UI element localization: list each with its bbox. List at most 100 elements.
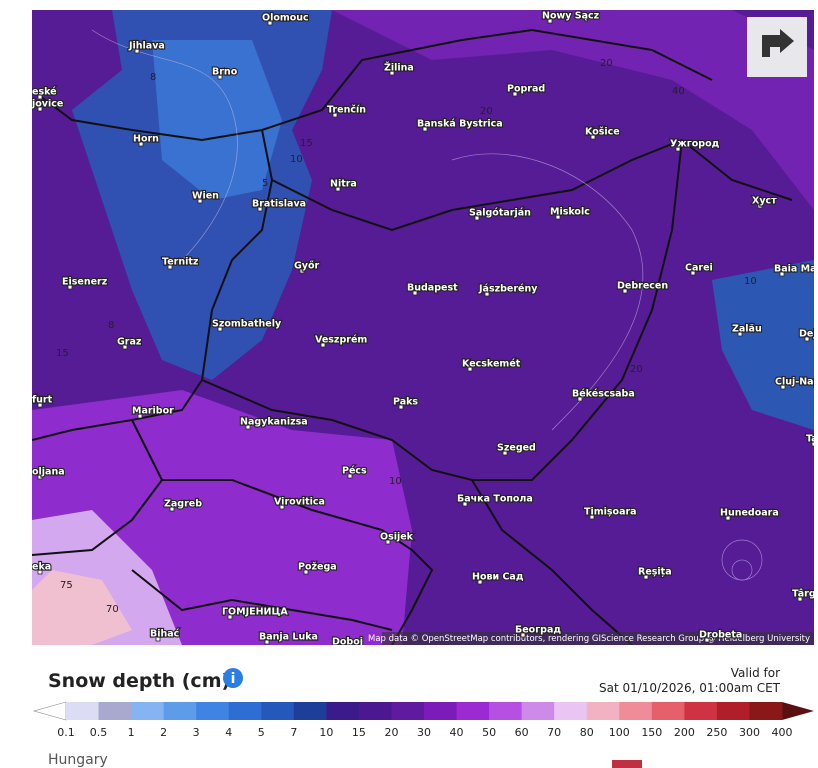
city-marker (167, 264, 173, 270)
colorbar-label: 15 (352, 726, 366, 739)
colorbar-over (782, 702, 814, 720)
city-label: Carei (685, 262, 713, 273)
city-label: Bratislava (252, 198, 306, 209)
city-marker (484, 291, 490, 297)
colorbar-swatch (716, 702, 750, 720)
city-label: oljana (32, 466, 65, 477)
colorbar-swatch (586, 702, 620, 720)
city-label: Ta (806, 433, 814, 444)
city-marker (122, 344, 128, 350)
snow-blue-area (152, 40, 282, 200)
colorbar-label: 10 (319, 726, 333, 739)
city-marker (737, 331, 743, 337)
info-button[interactable] (223, 668, 243, 688)
city-marker (780, 384, 786, 390)
colorbar-swatch (684, 702, 718, 720)
colorbar-swatch (749, 702, 783, 720)
contour-label: 20 (600, 58, 613, 69)
colorbar-swatch (554, 702, 588, 720)
contour-label: 40 (672, 86, 685, 97)
city-label: Szombathely (212, 318, 282, 329)
colorbar-swatch (456, 702, 490, 720)
city-marker (590, 134, 596, 140)
city-label: Brno (212, 66, 238, 77)
city-label: eské (32, 86, 57, 97)
contour-label: 10 (290, 154, 303, 165)
legend: Snow depth (cm) i Valid for Sat 01/10/20… (32, 666, 814, 768)
city-marker (37, 402, 43, 408)
colorbar-label: 1 (128, 726, 135, 739)
colorbar-swatch (261, 702, 295, 720)
city-marker (422, 126, 428, 132)
city-marker (577, 396, 583, 402)
city-label: Drobeta (699, 629, 742, 640)
colorbar-swatch (228, 702, 262, 720)
contour-label: 20 (480, 106, 493, 117)
city-marker (555, 214, 561, 220)
colorbar-label: 3 (193, 726, 200, 739)
city-label: Timișoara (584, 506, 637, 517)
colorbar-label: 300 (739, 726, 760, 739)
colorbar-label: 20 (384, 726, 398, 739)
city-label: Nitra (330, 178, 357, 189)
map: Map data © OpenStreetMap contributors, r… (32, 10, 814, 645)
city-label: Horn (133, 133, 159, 144)
colorbar-label: 70 (547, 726, 561, 739)
city-label: Košice (585, 126, 620, 137)
city-marker (347, 473, 353, 479)
city-marker (37, 94, 43, 100)
colorbar-label: 200 (674, 726, 695, 739)
contour-label: 15 (300, 138, 313, 149)
city-marker (320, 342, 326, 348)
city-label: Zagreb (164, 498, 202, 509)
flag-icon (612, 760, 642, 768)
city-marker (299, 268, 305, 274)
city-marker (197, 198, 203, 204)
city-marker (512, 91, 518, 97)
city-marker (690, 270, 696, 276)
city-marker (398, 404, 404, 410)
city-marker (138, 141, 144, 147)
city-marker (37, 106, 43, 112)
colorbar-swatch (391, 702, 425, 720)
colorbar-swatch (489, 702, 523, 720)
city-marker (267, 20, 273, 26)
colorbar-label: 2 (160, 726, 167, 739)
city-label: Wien (192, 190, 219, 201)
city-label: Salgótarján (469, 207, 531, 218)
city-marker (643, 574, 649, 580)
contour-label: 10 (744, 276, 757, 287)
city-label: Olomouc (262, 12, 309, 23)
city-marker (332, 112, 338, 118)
city-label: Нови Сад (472, 571, 524, 582)
city-label: eka (32, 561, 51, 572)
city-marker (134, 48, 140, 54)
city-label: Reșița (638, 566, 672, 577)
city-marker (67, 284, 73, 290)
contour-label: 75 (60, 580, 73, 591)
city-marker (137, 413, 143, 419)
city-marker (245, 424, 251, 430)
colorbar-label: 150 (641, 726, 662, 739)
city-label: Debrecen (617, 280, 668, 291)
city-marker (757, 203, 763, 209)
city-marker (779, 271, 785, 277)
legend-title: Snow depth (cm) (48, 670, 230, 692)
colorbar-swatch (521, 702, 555, 720)
city-label: furt (32, 394, 53, 405)
city-label: Zalău (732, 323, 762, 334)
valid-time: Sat 01/10/2026, 01:00am CET (599, 681, 781, 695)
city-marker (155, 636, 161, 642)
contour-label: 8 (108, 320, 114, 331)
city-label: Banská Bystrica (417, 118, 503, 129)
snow-purple-area (332, 10, 814, 210)
city-label: Jászberény (478, 283, 538, 294)
city-label: Graz (117, 336, 142, 347)
city-label: jovice (32, 98, 63, 109)
city-marker (804, 336, 810, 342)
colorbar-label: 0.1 (57, 726, 75, 739)
city-label: Szeged (497, 442, 536, 453)
city-marker (217, 74, 223, 80)
city-label: Бачка Топола (457, 493, 533, 504)
valid-label: Valid for (731, 666, 780, 680)
